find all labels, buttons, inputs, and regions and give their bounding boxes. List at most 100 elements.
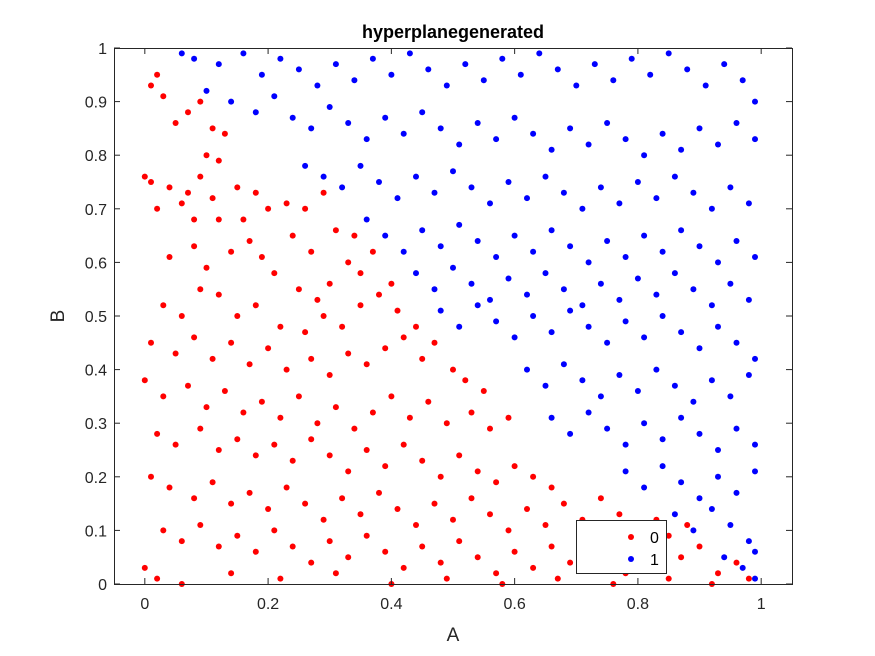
data-point-class-1: [616, 372, 623, 378]
data-point-class-1: [579, 205, 586, 212]
data-point-class-1: [548, 414, 555, 421]
data-point-class-1: [745, 296, 752, 303]
data-point-class-0: [185, 189, 191, 196]
data-point-class-0: [413, 323, 419, 330]
data-point-class-1: [487, 200, 493, 207]
data-point-class-1: [727, 393, 734, 400]
data-point-class-1: [567, 243, 574, 250]
data-point-class-1: [752, 355, 758, 362]
data-point-class-0: [178, 200, 185, 207]
data-point-class-0: [191, 216, 198, 223]
data-point-class-1: [456, 141, 463, 148]
data-point-class-1: [733, 489, 740, 496]
data-point-class-1: [622, 136, 629, 143]
data-point-class-0: [141, 377, 148, 384]
data-point-class-1: [573, 82, 580, 89]
data-point-class-1: [524, 366, 530, 373]
data-point-class-0: [382, 463, 389, 470]
data-point-class-0: [468, 409, 475, 416]
data-point-class-0: [326, 280, 333, 287]
data-point-class-1: [752, 548, 758, 555]
data-point-class-0: [141, 173, 148, 180]
data-point-class-0: [456, 538, 463, 545]
data-point-class-0: [277, 414, 284, 421]
data-point-class-0: [277, 575, 284, 582]
data-point-class-0: [339, 495, 346, 502]
data-point-class-1: [653, 291, 660, 298]
data-point-class-1: [419, 227, 426, 234]
data-point-class-0: [456, 452, 463, 459]
data-point-class-0: [320, 516, 327, 523]
data-point-class-1: [702, 82, 709, 89]
data-point-class-0: [234, 184, 241, 191]
data-point-class-0: [295, 393, 302, 400]
data-point-class-0: [289, 543, 296, 550]
data-point-class-0: [228, 570, 235, 577]
data-point-class-1: [752, 575, 758, 582]
data-point-class-0: [665, 575, 672, 582]
data-point-class-1: [641, 484, 648, 491]
data-point-class-0: [406, 414, 413, 421]
data-point-class-1: [585, 259, 592, 266]
data-point-class-1: [474, 302, 481, 309]
legend-label-class-0: 0: [650, 530, 659, 547]
x-tick-label: 0: [140, 596, 149, 613]
data-point-class-1: [567, 125, 574, 132]
data-point-class-1: [215, 61, 222, 68]
data-point-class-1: [524, 291, 530, 298]
x-tick-label: 0.4: [380, 596, 402, 613]
data-point-class-0: [246, 489, 253, 496]
data-point-class-0: [678, 554, 685, 561]
data-point-class-1: [456, 323, 463, 330]
data-point-class-1: [314, 82, 321, 89]
data-point-class-1: [530, 313, 537, 319]
y-tick-label: 0.4: [85, 363, 107, 380]
data-point-class-0: [234, 532, 241, 539]
data-point-class-1: [653, 195, 660, 202]
data-point-class-1: [715, 259, 721, 266]
data-point-class-1: [665, 50, 672, 57]
data-point-class-0: [228, 248, 235, 255]
y-tick-label: 0.7: [85, 202, 107, 219]
data-point-class-0: [369, 409, 376, 416]
legend-label-class-1: 1: [650, 552, 659, 569]
data-point-class-0: [400, 441, 407, 448]
x-tick-label: 0.8: [627, 596, 649, 613]
data-point-class-0: [382, 548, 389, 555]
data-point-class-1: [431, 189, 438, 196]
data-point-class-1: [413, 270, 419, 277]
data-point-class-0: [197, 98, 204, 105]
data-point-class-0: [148, 473, 154, 480]
data-point-class-1: [252, 109, 259, 116]
data-point-class-1: [634, 179, 641, 185]
data-point-class-0: [154, 575, 161, 582]
data-point-class-0: [530, 473, 537, 480]
data-point-class-0: [493, 479, 500, 486]
data-point-class-0: [425, 398, 432, 405]
data-point-class-0: [394, 506, 401, 512]
data-point-class-0: [197, 522, 204, 528]
data-point-class-1: [752, 98, 758, 105]
data-point-class-0: [191, 334, 198, 341]
data-point-class-0: [265, 205, 272, 212]
data-point-class-1: [450, 264, 456, 271]
data-point-class-1: [591, 61, 598, 68]
data-point-class-0: [197, 286, 204, 293]
data-point-class-0: [542, 522, 549, 528]
x-tick-label: 0.2: [257, 596, 279, 613]
data-point-class-0: [197, 173, 204, 180]
data-point-class-1: [678, 227, 685, 234]
data-point-class-1: [524, 195, 530, 202]
data-point-class-1: [560, 189, 567, 196]
data-point-class-0: [505, 414, 512, 421]
data-point-class-0: [252, 189, 259, 196]
data-point-class-0: [468, 495, 475, 502]
data-point-class-1: [628, 55, 635, 62]
data-point-class-0: [160, 527, 167, 534]
data-point-class-0: [295, 286, 302, 293]
data-point-class-0: [302, 329, 309, 336]
data-point-class-0: [197, 425, 204, 432]
data-point-class-1: [548, 146, 555, 153]
data-point-class-1: [727, 522, 734, 528]
data-point-class-1: [708, 377, 715, 384]
